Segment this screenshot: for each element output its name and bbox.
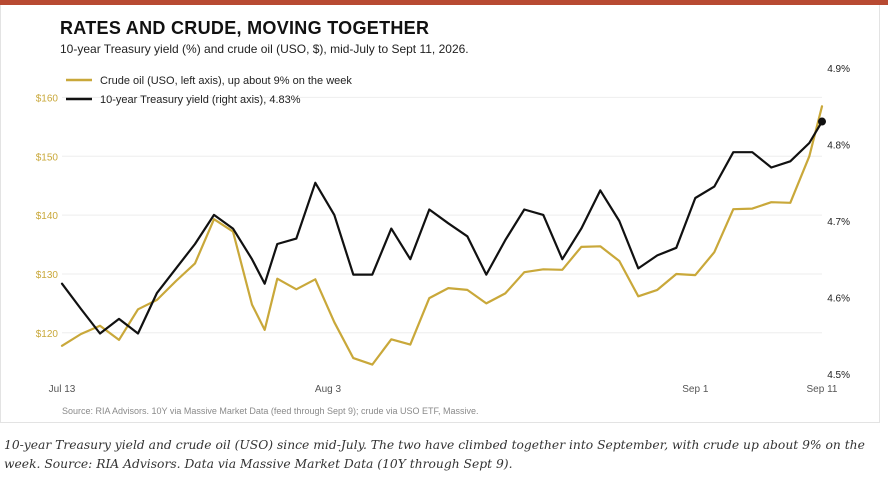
legend-label-crude: Crude oil (USO, left axis), up about 9% … (100, 75, 352, 87)
chart-subtitle: 10-year Treasury yield (%) and crude oil… (60, 42, 469, 56)
chart-card (0, 5, 880, 423)
right-axis-tick-label: 4.8% (827, 141, 850, 152)
end-point-marker (818, 117, 826, 126)
axes: $120 $130 $140 $150 $160 4.5% 4.6% 4.7% 4.8% 4.9%… (36, 64, 850, 395)
chart-title: RATES AND CRUDE, MOVING TOGETHER (60, 18, 430, 38)
x-axis-tick-label: Jul 13 (49, 384, 76, 395)
line-chart: $120 $130 $140 $150 $160 4.5% 4.6% 4.7% 4.8% 4.9%… (36, 64, 850, 395)
gridlines (62, 96, 822, 334)
series-line-crude (60, 105, 824, 366)
figure-caption: 10-year Treasury yield and crude oil (US… (4, 438, 865, 471)
legend: Crude oil (USO, left axis), up about 9% … (66, 75, 352, 106)
series-lines (60, 105, 826, 366)
left-axis-tick-label: $120 (36, 329, 59, 340)
accent-bar (0, 0, 888, 5)
left-axis-tick-label: $140 (36, 211, 59, 222)
x-axis-tick-label: Sep 1 (682, 384, 709, 395)
left-axis-tick-label: $130 (36, 270, 59, 281)
x-axis-tick-label: Sep 11 (807, 384, 838, 395)
right-axis-tick-label: 4.7% (827, 217, 850, 228)
x-axis-tick-label: Aug 3 (315, 384, 342, 395)
legend-label-yield: 10-year Treasury yield (right axis), 4.8… (100, 94, 301, 106)
right-axis-tick-label: 4.6% (827, 294, 850, 305)
series-line-yield (60, 120, 824, 335)
right-axis-tick-label: 4.9% (827, 64, 850, 75)
source-note: Source: RIA Advisors. 10Y via Massive Ma… (62, 406, 479, 416)
left-axis-tick-label: $160 (36, 93, 59, 104)
right-axis-tick-label: 4.5% (827, 370, 850, 381)
left-axis-tick-label: $150 (36, 152, 59, 163)
